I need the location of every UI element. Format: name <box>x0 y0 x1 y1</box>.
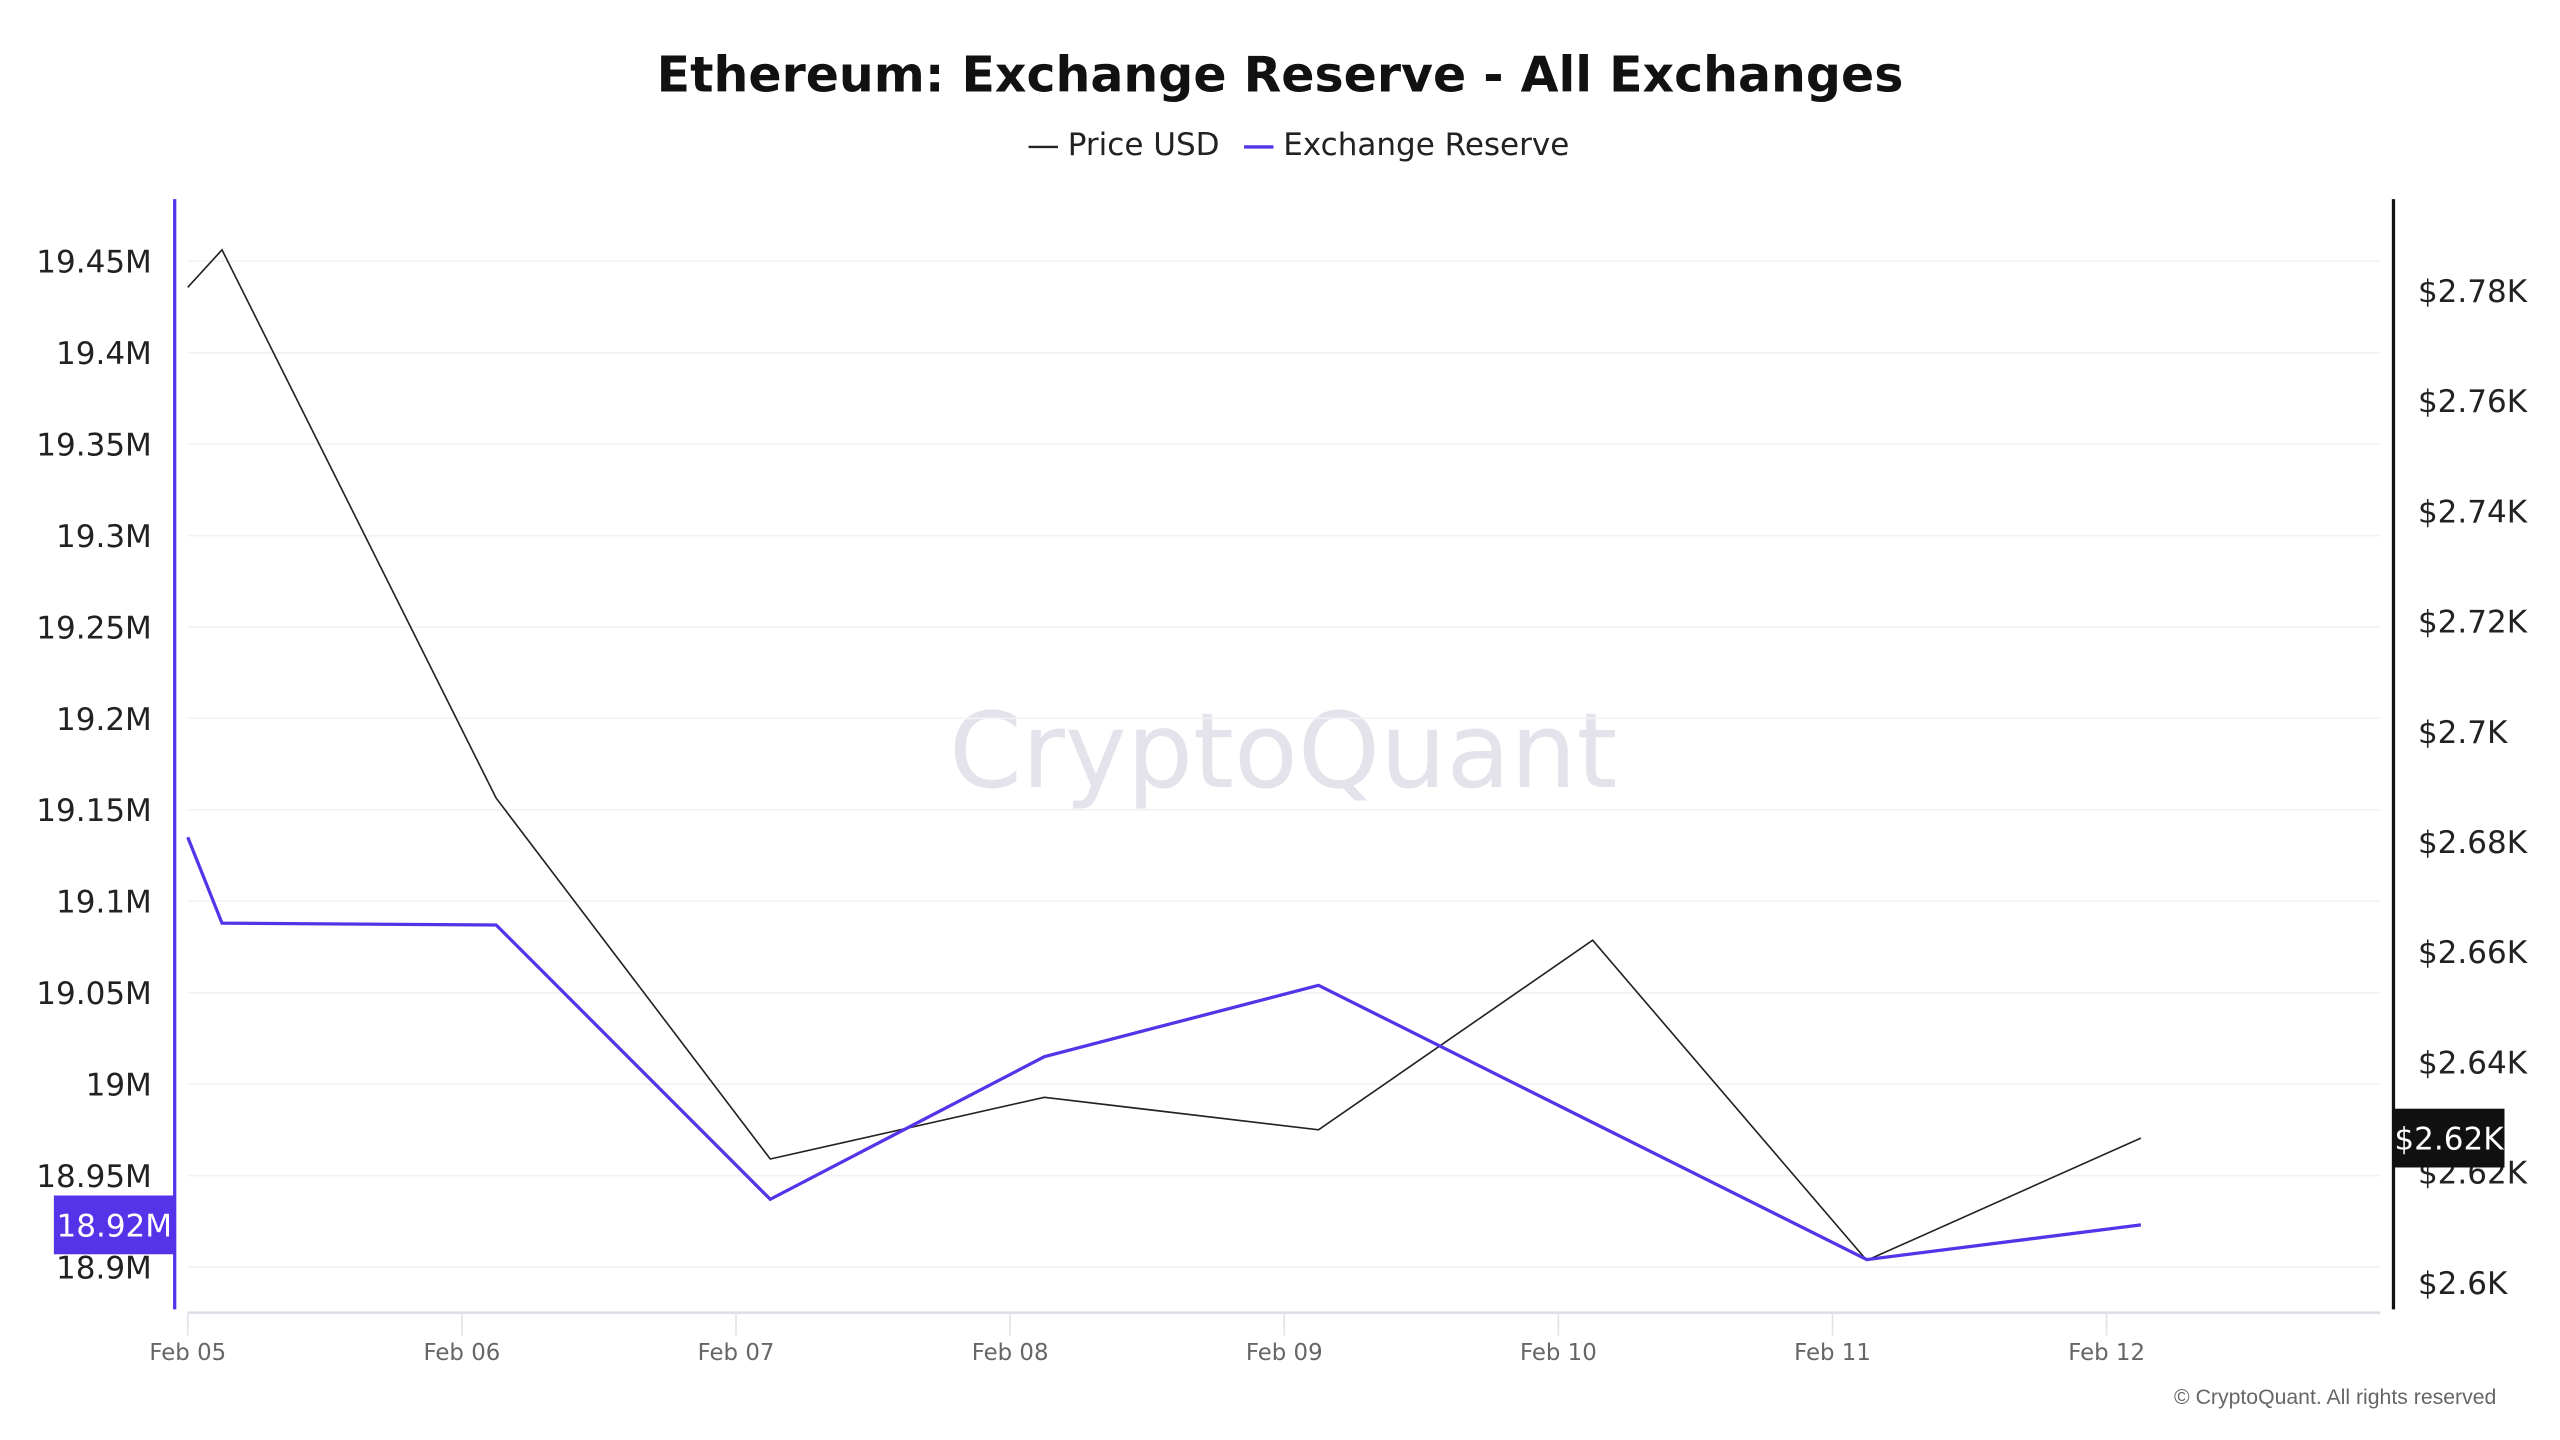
left-axis-ticks: 19.45M 19.4M 19.35M 19.3M 19.25M 19.2M 19.15M 1… <box>36 245 152 1287</box>
right-axis-ticks: $2.78K $2.76K $2.74K $2.72K $2.7K $2.68K $2.66… <box>2418 274 2528 1302</box>
x-tick-label: Feb 11 <box>1794 1340 1871 1366</box>
left-tick-label: 19.4M <box>56 336 152 372</box>
left-tick-label: 18.9M <box>56 1250 152 1286</box>
left-tick-label: 19.1M <box>56 885 152 921</box>
left-tick-label: 19.45M <box>36 245 152 281</box>
right-tick-label: $2.72K <box>2418 605 2528 641</box>
x-tick-label: Feb 07 <box>698 1340 775 1366</box>
x-tick-label: Feb 09 <box>1246 1340 1323 1366</box>
left-current-label: 18.92M <box>57 1208 173 1244</box>
x-tick-label: Feb 10 <box>1520 1340 1597 1366</box>
chart-title: Ethereum: Exchange Reserve - All Exchang… <box>657 46 1904 103</box>
gridlines <box>187 260 2381 1268</box>
x-tick-label: Feb 12 <box>2068 1340 2145 1366</box>
left-tick-label: 19.15M <box>36 793 152 829</box>
right-tick-label: $2.7K <box>2418 715 2508 751</box>
right-tick-label: $2.66K <box>2418 935 2528 971</box>
right-tick-label: $2.76K <box>2418 384 2528 420</box>
left-tick-label: 19.05M <box>36 976 152 1012</box>
left-tick-label: 19M <box>86 1068 152 1104</box>
right-current-label: $2.62K <box>2394 1122 2504 1158</box>
right-tick-label: $2.74K <box>2418 494 2528 530</box>
left-tick-label: 19.35M <box>36 428 152 464</box>
left-tick-label: 19.25M <box>36 610 152 646</box>
x-tick-label: Feb 06 <box>423 1340 500 1366</box>
x-axis-ticks: Feb 05 Feb 06 Feb 07 Feb 08 Feb 09 Feb 10 Feb … <box>149 1312 2145 1366</box>
right-tick-label: $2.78K <box>2418 274 2528 310</box>
left-tick-label: 19.3M <box>56 519 152 555</box>
right-tick-label: $2.64K <box>2418 1045 2528 1081</box>
legend-label-price[interactable]: Price USD <box>1068 127 1220 163</box>
series-lines <box>186 248 2142 1262</box>
legend: Price USD Exchange Reserve <box>1028 127 1569 163</box>
left-tick-label: 19.2M <box>56 702 152 738</box>
legend-label-reserve[interactable]: Exchange Reserve <box>1283 127 1569 163</box>
x-tick-label: Feb 05 <box>149 1340 226 1366</box>
watermark: CryptoQuant <box>949 690 1618 812</box>
left-tick-label: 18.95M <box>36 1159 152 1195</box>
right-tick-label: $2.68K <box>2418 825 2528 861</box>
right-current-badge: $2.62K <box>2393 1108 2505 1168</box>
x-tick-label: Feb 08 <box>972 1340 1049 1366</box>
left-current-badge: 18.92M <box>53 1195 175 1255</box>
right-tick-label: $2.6K <box>2418 1266 2508 1302</box>
copyright: © CryptoQuant. All rights reserved <box>2174 1386 2496 1409</box>
